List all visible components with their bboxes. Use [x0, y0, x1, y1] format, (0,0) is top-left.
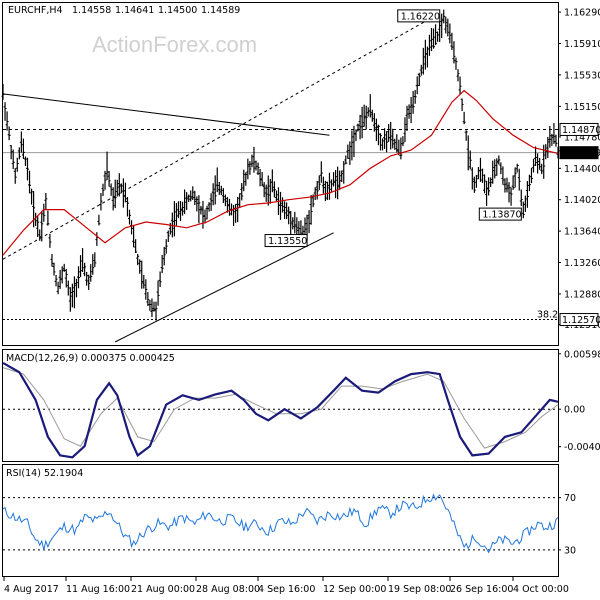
ohlc-high: 1.14641: [115, 5, 154, 16]
macd-axis-label: -0.004053: [564, 442, 600, 453]
rsi-panel-frame: [2, 464, 559, 577]
macd-title: MACD(12,26,9) 0.000375 0.000425: [6, 353, 175, 364]
dashed-channel-trendline: [2, 17, 432, 260]
price-callout-box: [397, 9, 441, 23]
rsi-axis-label: 30: [564, 545, 576, 556]
price-callout-box: [264, 234, 308, 248]
macd-axis-label: 0.005986: [564, 349, 600, 360]
time-axis-label: 21 Aug 00:00: [131, 584, 195, 595]
macd-main-line: [2, 361, 559, 459]
price-axis-label: 1.14400: [564, 164, 600, 175]
price-axis-label: 1.13640: [564, 227, 600, 238]
price-axis-label: 1.12880: [564, 289, 600, 300]
time-axis-label: 12 Sep 00:00: [323, 584, 386, 595]
axis-label-layer: 1.16290 1.15910 1.15530 1.15150 1.14780 1.144…: [3, 8, 600, 595]
watermark-text: ActionForex.com: [92, 32, 257, 57]
rsi-plot-layer: [2, 493, 559, 554]
price-callout-label: 1.13870: [482, 210, 521, 221]
macd-plot-layer: [2, 361, 559, 459]
macd-panel-frame: [2, 349, 559, 462]
symbol-timeframe-label: EURCHF,H4: [8, 5, 63, 16]
price-axis-label: 1.13260: [564, 258, 600, 269]
time-axis-label: 26 Sep 16:00: [450, 584, 513, 595]
moving-average-line: [2, 89, 559, 256]
price-axis-label: 1.15150: [564, 102, 600, 113]
price-axis-tag-label: 1.14870: [562, 125, 600, 136]
fib-level-label: 38.2: [537, 310, 558, 321]
price-axis-tag: [559, 313, 599, 327]
time-axis-label: 11 Aug 16:00: [66, 584, 130, 595]
price-callout-label: 1.13550: [268, 236, 307, 247]
trendline: [2, 93, 330, 136]
macd-axis-label: 0.00: [564, 405, 585, 416]
price-axis-label: 1.16290: [564, 8, 600, 19]
rsi-axis-label: 70: [564, 493, 576, 504]
price-axis-label: 1.15530: [564, 70, 600, 81]
time-axis-label: 19 Sep 08:00: [388, 584, 451, 595]
price-axis-tag-label: 1.12570: [562, 315, 600, 326]
time-axis-label: 4 Oct 00:00: [513, 584, 569, 595]
time-axis-label: 28 Aug 08:00: [196, 584, 260, 595]
price-plot-layer: 38.2 1.16220 1.13550 1.13870: [1, 9, 560, 343]
rsi-line: [2, 493, 559, 554]
price-axis-tag: [559, 122, 599, 136]
time-axis-label: 4 Aug 2017: [4, 584, 59, 595]
price-axis-label: 1.14020: [564, 195, 600, 206]
price-panel-frame: [2, 2, 559, 346]
price-axis-label: 1.14780: [564, 132, 600, 143]
ohlc-low: 1.14500: [158, 5, 197, 16]
ohlc-open: 1.14558: [72, 5, 111, 16]
price-callout-label: 1.16220: [401, 11, 440, 22]
price-axis-tag-label: 1.14589: [562, 148, 600, 159]
price-axis-tag: [559, 146, 599, 160]
price-axis-label: 1.15910: [564, 39, 600, 50]
time-axis-label: 4 Sep 16:00: [258, 584, 315, 595]
trendline: [115, 232, 334, 343]
ohlc-close: 1.14589: [201, 5, 240, 16]
rsi-title: RSI(14) 52.1904: [6, 468, 83, 479]
price-callout-box: [478, 207, 522, 221]
